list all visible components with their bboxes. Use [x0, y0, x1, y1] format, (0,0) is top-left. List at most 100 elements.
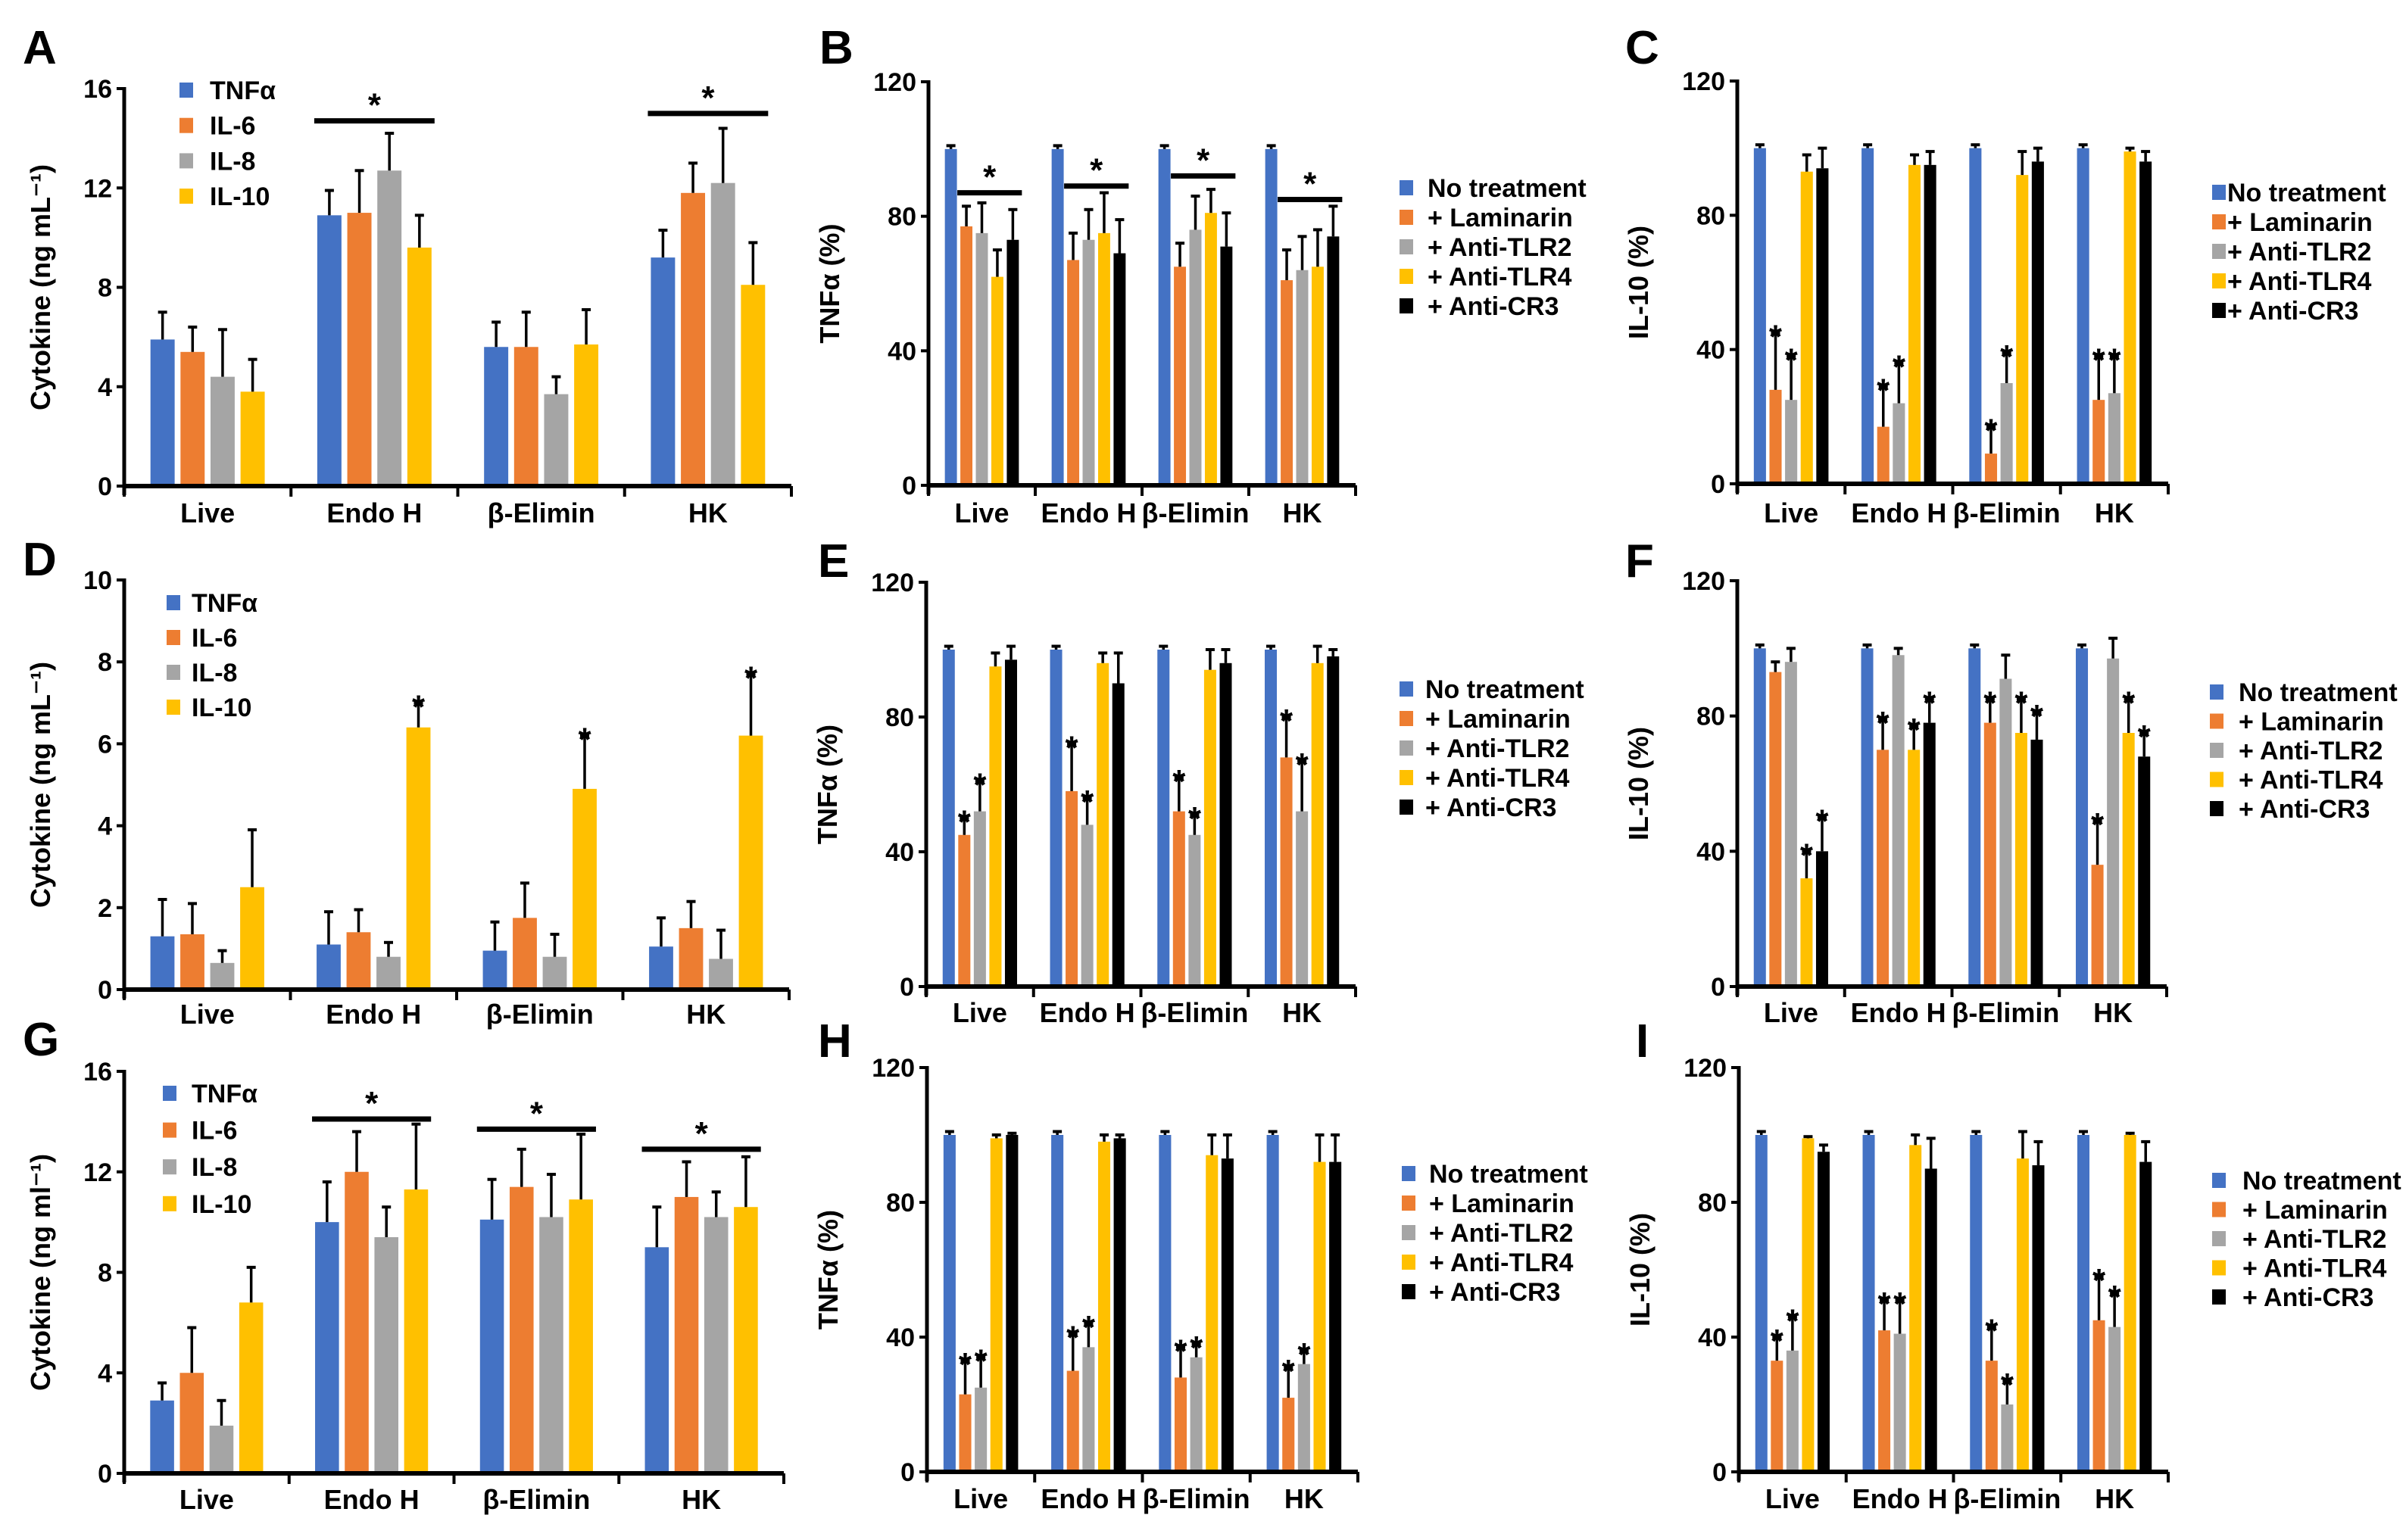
bar	[1113, 253, 1126, 485]
significance-star: *	[1303, 165, 1317, 202]
bar	[1311, 662, 1324, 987]
bar	[2124, 151, 2136, 484]
significance-star: *	[1172, 763, 1186, 800]
bar	[1051, 148, 1064, 486]
bar	[1296, 811, 1309, 987]
bar	[210, 376, 235, 486]
x-category-label: Live	[1764, 497, 1818, 528]
bar	[1066, 790, 1078, 987]
legend-swatch	[2212, 303, 2226, 318]
legend-label: TNFα	[192, 589, 257, 618]
legend-label: No treatment	[2242, 1167, 2401, 1196]
bar	[1908, 164, 1921, 485]
panel-letter: E	[818, 535, 849, 588]
bar	[574, 344, 599, 486]
x-category-label: β-Elimin	[1142, 497, 1250, 528]
legend-label: TNFα	[192, 1080, 257, 1108]
legend-label: + Anti-TLR2	[2242, 1225, 2386, 1254]
bar	[1877, 750, 1890, 987]
significance-star: *	[1877, 372, 1890, 409]
y-tick-label: 0	[1712, 1458, 1727, 1487]
bar	[479, 1219, 504, 1473]
legend-label: IL-10	[210, 182, 270, 211]
bar	[1097, 662, 1109, 987]
bar	[240, 887, 264, 990]
bar	[346, 932, 371, 990]
legend-label: + Anti-CR3	[2227, 297, 2358, 326]
significance-star: *	[2030, 698, 2044, 735]
significance-star: *	[1908, 712, 1921, 749]
legend-swatch	[1400, 711, 1413, 726]
bar	[990, 1138, 1003, 1472]
y-tick-label: 12	[83, 174, 112, 203]
bar	[2139, 161, 2152, 484]
bar	[710, 182, 735, 486]
legend-label: + Anti-CR3	[2239, 795, 2370, 824]
bar	[539, 1217, 563, 1473]
x-category-label: Endo H	[326, 999, 421, 1030]
bar	[989, 666, 1002, 987]
y-tick-label: 120	[1682, 67, 1725, 96]
bar	[1188, 834, 1201, 987]
panel-letter: F	[1625, 535, 1654, 588]
bar	[150, 936, 175, 990]
y-tick-label: 80	[885, 703, 914, 732]
bar	[569, 1199, 593, 1473]
bar	[741, 285, 766, 486]
x-category-label: Live	[953, 1483, 1008, 1514]
bar	[1924, 1168, 1937, 1472]
legend: No treatment+ Laminarin+ Anti-TLR2+ Anti…	[1400, 675, 1584, 822]
bar	[1172, 811, 1185, 987]
legend-swatch	[167, 630, 180, 645]
bar	[1220, 246, 1233, 485]
bar	[1265, 650, 1278, 987]
significance-star: *	[2092, 1262, 2106, 1299]
bar	[1281, 280, 1293, 485]
y-tick-label: 16	[83, 1058, 112, 1086]
legend-swatch	[2212, 273, 2226, 288]
legend: No treatment+ Laminarin+ Anti-TLR2+ Anti…	[1402, 1160, 1588, 1307]
bar	[2092, 400, 2105, 484]
y-axis-label: IL-10 (%)	[1624, 1213, 1655, 1326]
bar	[679, 927, 704, 990]
bar	[2124, 1135, 2136, 1472]
bar	[513, 918, 537, 990]
legend-label: No treatment	[2239, 678, 2398, 707]
legend-label: + Anti-TLR4	[1429, 1249, 1574, 1277]
bar	[1067, 260, 1080, 485]
y-tick-label: 40	[1698, 1323, 1727, 1352]
bar	[1313, 1161, 1326, 1472]
panel-g: G Cytokine (ng ml⁻¹) 0 4 8 12 16 Live Endo H β-El…	[23, 1014, 785, 1515]
x-category-label: β-Elimin	[482, 1484, 590, 1515]
y-tick-label: 120	[871, 569, 914, 597]
bar	[1769, 672, 1782, 987]
legend-label: + Laminarin	[1429, 1189, 1574, 1218]
bar	[1984, 454, 1998, 484]
x-category-label: HK	[686, 999, 726, 1030]
y-axis-label: IL-10 (%)	[1623, 226, 1654, 339]
significance-star: *	[1297, 1336, 1311, 1373]
significance-star: *	[958, 804, 972, 841]
significance-star: *	[701, 79, 715, 117]
bar	[1892, 655, 1905, 987]
bar	[209, 1425, 234, 1473]
bar	[1784, 662, 1797, 987]
legend-swatch	[167, 665, 180, 680]
y-tick-label: 4	[98, 1359, 112, 1388]
legend-label: + Anti-TLR2	[2239, 737, 2383, 765]
x-category-label: HK	[2095, 497, 2134, 528]
legend-label: + Laminarin	[2242, 1196, 2388, 1225]
significance-star: *	[1066, 1320, 1080, 1357]
bar	[2108, 393, 2120, 484]
bar	[1861, 148, 1874, 484]
legend-swatch	[1400, 180, 1413, 195]
bar	[1190, 1357, 1203, 1472]
bar	[1786, 1350, 1799, 1472]
x-category-label: HK	[1283, 497, 1322, 528]
significance-star: *	[973, 767, 987, 804]
bar	[2077, 148, 2089, 484]
bar	[2108, 1326, 2121, 1472]
bar	[1265, 148, 1278, 486]
legend: TNFα IL-6 IL-8 IL-10	[163, 1080, 257, 1219]
